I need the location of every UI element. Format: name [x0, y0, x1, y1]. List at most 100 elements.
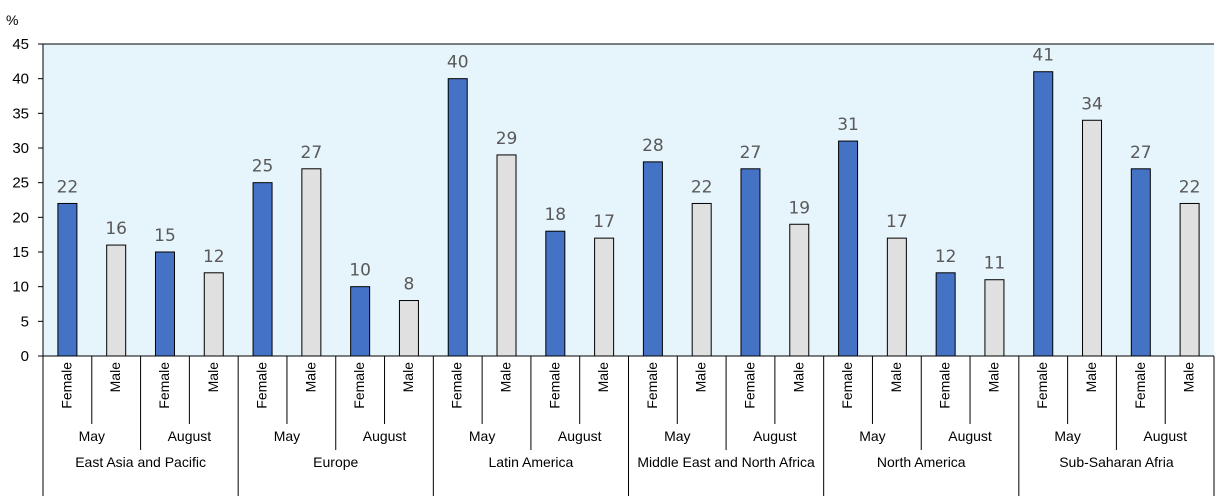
data-label: 22 — [57, 177, 79, 197]
y-tick-label: 25 — [12, 175, 29, 192]
y-tick-label: 40 — [12, 71, 29, 88]
data-label: 19 — [788, 198, 810, 218]
bar-male — [789, 223, 810, 357]
plot-area — [43, 44, 1214, 356]
x-category-label: Female — [839, 362, 855, 409]
x-month-label: August — [168, 428, 212, 444]
bar-female — [350, 286, 371, 357]
x-category-label: Female — [546, 362, 562, 409]
x-month-label: August — [1143, 428, 1187, 444]
bar-male — [1179, 202, 1200, 357]
x-category-label: Male — [400, 362, 416, 393]
x-category-label: Male — [205, 362, 221, 393]
data-label: 12 — [935, 247, 957, 267]
data-label: 17 — [593, 212, 615, 232]
bar-male — [594, 237, 615, 357]
data-label: 31 — [837, 115, 859, 135]
data-label: 22 — [691, 177, 713, 197]
x-category-label: Female — [1132, 362, 1148, 409]
y-tick-label: 20 — [12, 209, 29, 226]
data-label: 17 — [886, 212, 908, 232]
x-category-label: Female — [741, 362, 757, 409]
x-month-label: August — [363, 428, 407, 444]
x-category-label: Female — [644, 362, 660, 409]
x-category-label: Male — [498, 362, 514, 393]
y-tick-label: 15 — [12, 244, 29, 261]
x-month-label: May — [1054, 428, 1080, 444]
y-tick-label: 5 — [21, 313, 29, 330]
bar-male — [301, 168, 322, 357]
bar-female — [740, 168, 761, 357]
bar-male — [886, 237, 907, 357]
x-month-label: May — [664, 428, 690, 444]
bar-female — [154, 251, 175, 357]
data-label: 25 — [252, 157, 274, 177]
data-label: 29 — [496, 129, 518, 149]
data-label: 27 — [301, 143, 323, 163]
x-month-label: August — [948, 428, 992, 444]
bar-female — [252, 182, 273, 357]
bar-female — [935, 272, 956, 357]
bar-female — [545, 230, 566, 357]
bar-female — [838, 140, 859, 357]
bar-male — [691, 202, 712, 357]
data-label: 34 — [1081, 94, 1103, 114]
y-tick-label: 35 — [12, 105, 29, 122]
x-region-label: Europe — [313, 454, 358, 470]
bar-female — [1033, 71, 1054, 357]
data-label: 27 — [740, 143, 762, 163]
x-region-label: Latin America — [489, 454, 574, 470]
data-label: 16 — [105, 219, 127, 239]
bar-female — [447, 78, 468, 357]
bar-female — [1130, 168, 1151, 357]
x-category-label: Female — [937, 362, 953, 409]
bar-male — [496, 154, 517, 357]
x-category-label: Male — [1181, 362, 1197, 393]
y-axis-unit-label: % — [6, 12, 18, 28]
data-label: 11 — [984, 254, 1006, 274]
x-category-label: Female — [156, 362, 172, 409]
x-month-label: May — [79, 428, 105, 444]
x-category-label: Male — [302, 362, 318, 393]
bar-male — [106, 244, 127, 357]
data-label: 28 — [642, 136, 664, 156]
x-category-label: Male — [888, 362, 904, 393]
data-label: 40 — [447, 53, 469, 73]
x-category-label: Female — [58, 362, 74, 409]
bar-male — [398, 300, 419, 357]
x-category-label: Female — [449, 362, 465, 409]
x-category-label: Female — [1034, 362, 1050, 409]
bar-male — [1082, 119, 1103, 357]
x-category-label: Female — [254, 362, 270, 409]
x-month-label: August — [753, 428, 797, 444]
x-category-label: Male — [595, 362, 611, 393]
x-region-label: North America — [877, 454, 966, 470]
x-month-label: May — [274, 428, 300, 444]
data-label: 12 — [203, 247, 225, 267]
x-category-label: Female — [351, 362, 367, 409]
x-region-label: Middle East and North Africa — [637, 454, 815, 470]
x-month-label: May — [859, 428, 885, 444]
x-category-label: Male — [985, 362, 1001, 393]
data-label: 41 — [1032, 46, 1054, 66]
bar-female — [642, 161, 663, 357]
y-tick-label: 10 — [12, 279, 29, 296]
data-label: 27 — [1130, 143, 1152, 163]
data-label: 22 — [1179, 177, 1201, 197]
bar-female — [57, 202, 78, 357]
x-region-label: Sub-Saharan Afria — [1059, 454, 1174, 470]
x-category-label: Male — [1083, 362, 1099, 393]
y-tick-label: 30 — [12, 140, 29, 157]
bar-male — [203, 272, 224, 357]
data-label: 10 — [349, 261, 371, 281]
x-month-label: August — [558, 428, 602, 444]
x-region-label: East Asia and Pacific — [75, 454, 206, 470]
y-tick-label: 45 — [12, 36, 29, 53]
data-label: 8 — [404, 275, 415, 295]
x-category-label: Male — [790, 362, 806, 393]
y-tick-label: 0 — [21, 348, 29, 365]
bar-male — [984, 279, 1005, 357]
data-label: 15 — [154, 226, 176, 246]
